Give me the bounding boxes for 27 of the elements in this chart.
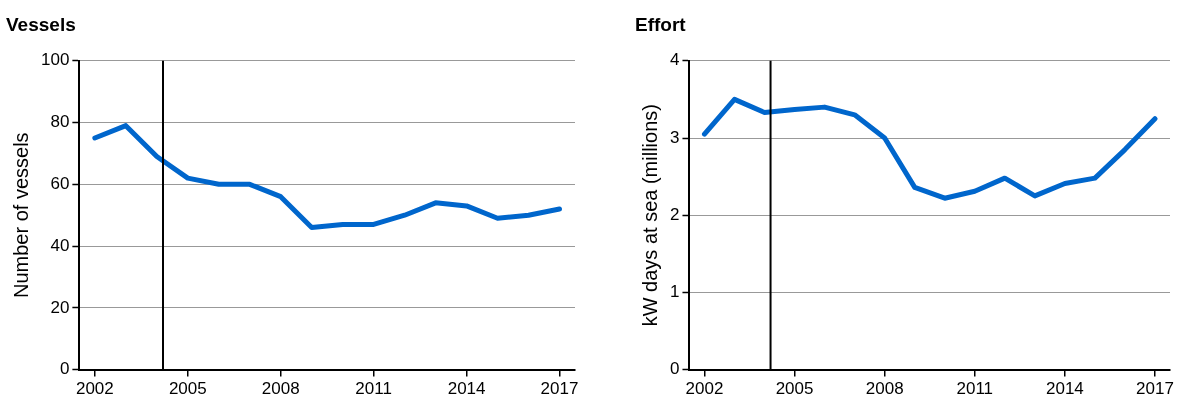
y-tick-label: 0: [59, 359, 70, 379]
x-tick-label: 2002: [75, 379, 114, 399]
x-tick-label: 2017: [1136, 379, 1174, 399]
x-tick-label: 2008: [865, 379, 904, 399]
x-tick-label: 2011: [355, 379, 392, 399]
chart-title: Effort: [635, 13, 687, 35]
y-tick-label: 80: [50, 112, 70, 132]
x-tick-label: 2008: [261, 379, 300, 399]
y-tick-label: 1: [669, 282, 680, 302]
y-tick-label: 20: [50, 297, 70, 317]
x-tick-label: 2014: [447, 379, 486, 399]
x-tick-label: 2002: [685, 379, 724, 399]
x-tick-label: 2005: [168, 379, 207, 399]
y-tick-label: 40: [50, 235, 70, 255]
y-tick-label: 0: [669, 359, 680, 379]
x-tick-label: 2017: [540, 379, 579, 399]
y-tick-label: 4: [669, 50, 680, 70]
chart-title: Vessels: [6, 13, 76, 35]
x-tick-label: 2005: [775, 379, 814, 399]
x-tick-label: 2011: [956, 379, 994, 399]
y-tick-label: 2: [669, 204, 680, 224]
y-tick-label: 100: [40, 50, 70, 70]
y-axis-title: kW days at sea (millions): [638, 104, 661, 327]
y-axis-title: Number of vessels: [9, 132, 32, 299]
y-tick-label: 60: [50, 174, 70, 194]
y-tick-label: 3: [669, 127, 680, 147]
x-tick-label: 2014: [1045, 379, 1084, 399]
